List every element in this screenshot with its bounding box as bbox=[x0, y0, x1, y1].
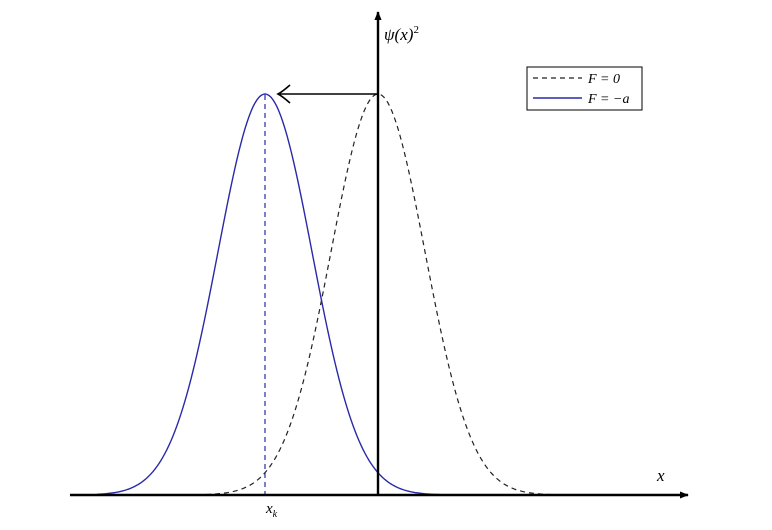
x-axis-label: x bbox=[656, 466, 665, 485]
curve-f-zero bbox=[187, 93, 569, 496]
shift-arrowhead bbox=[276, 84, 291, 104]
y-axis-label: ψ(x)2 bbox=[384, 24, 419, 44]
curve-f-minus-a bbox=[96, 93, 456, 496]
legend-label: F = 0 bbox=[587, 72, 620, 87]
legend: F = 0 F = −a bbox=[526, 66, 643, 111]
xk-label: xk bbox=[265, 501, 278, 520]
legend-label: F = −a bbox=[587, 92, 629, 107]
